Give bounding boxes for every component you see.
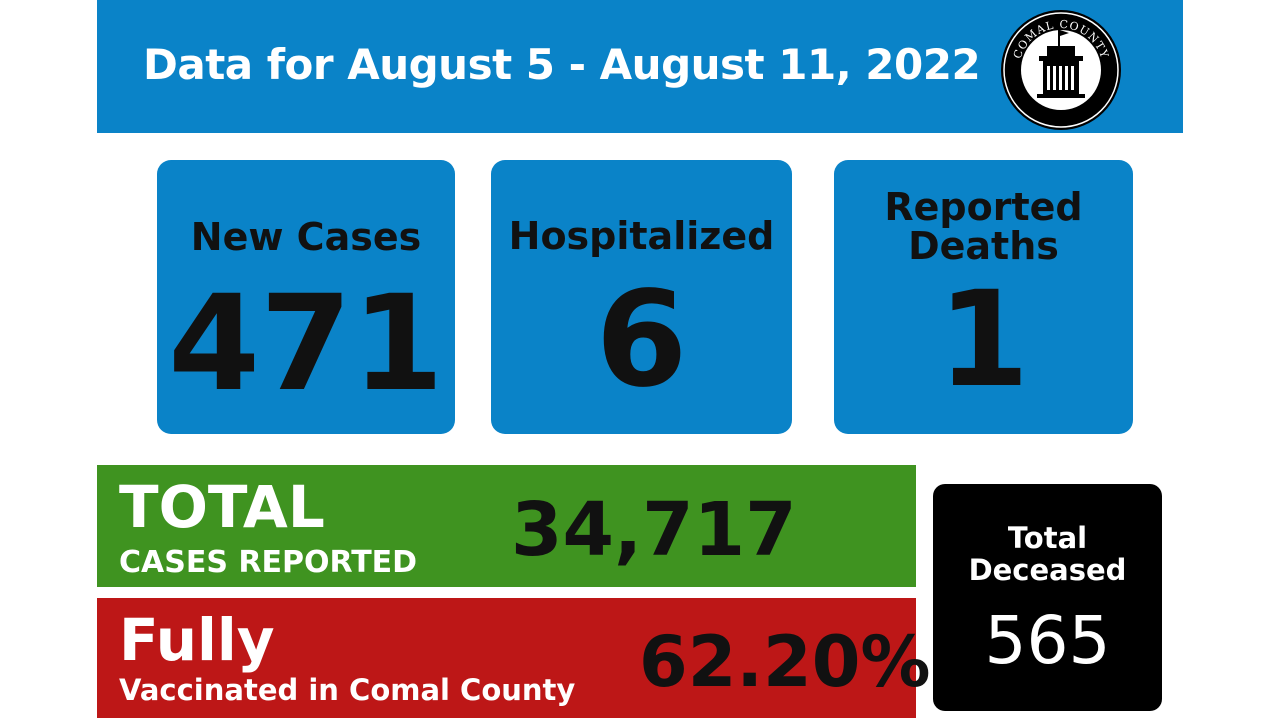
total-deceased-value: 565: [984, 602, 1111, 679]
total-cases-value: 34,717: [511, 487, 797, 573]
total-cases-subheading: CASES REPORTED: [119, 545, 418, 580]
reported-deaths-label-line2: Deaths: [908, 224, 1059, 268]
new-cases-value: 471: [168, 267, 444, 421]
vaccinated-heading: Fully: [119, 606, 275, 674]
comal-county-seal: COMAL COUNTY TEXAS: [1001, 10, 1121, 130]
reported-deaths-card: Reported Deaths 1: [834, 160, 1133, 434]
total-deceased-label-line2: Deceased: [968, 553, 1127, 587]
hospitalized-label: Hospitalized: [508, 214, 775, 258]
courthouse-icon: [1037, 30, 1085, 98]
total-cases-band: TOTAL CASES REPORTED 34,717: [97, 465, 916, 587]
total-cases-heading: TOTAL: [119, 473, 325, 541]
vaccinated-subheading: Vaccinated in Comal County: [119, 673, 576, 707]
reported-deaths-label-line1: Reported: [884, 185, 1083, 229]
hospitalized-card: Hospitalized 6: [491, 160, 792, 434]
date-range-title: Data for August 5 - August 11, 2022: [143, 40, 981, 89]
new-cases-label: New Cases: [190, 215, 422, 259]
seal-bottom-text: TEXAS: [1044, 95, 1077, 107]
reported-deaths-value: 1: [937, 263, 1030, 417]
vaccinated-value: 62.20%: [639, 621, 931, 703]
new-cases-card: New Cases 471: [157, 160, 455, 434]
vaccinated-band: Fully Vaccinated in Comal County 62.20%: [97, 598, 931, 718]
header-banner: Data for August 5 - August 11, 2022 COMA…: [97, 0, 1183, 133]
total-deceased-box: Total Deceased 565: [933, 484, 1162, 711]
hospitalized-value: 6: [595, 263, 688, 417]
svg-text:TEXAS: TEXAS: [1044, 95, 1078, 107]
total-deceased-label-line1: Total: [1007, 521, 1088, 555]
